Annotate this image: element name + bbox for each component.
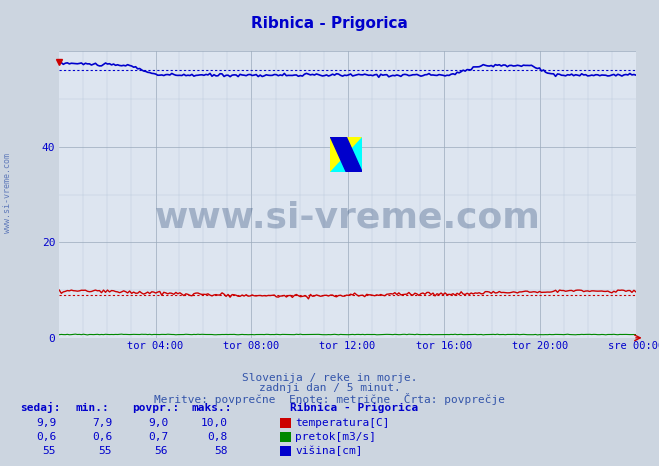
Text: 0,6: 0,6 (36, 432, 56, 442)
Text: www.si-vreme.com: www.si-vreme.com (3, 153, 13, 233)
Polygon shape (330, 137, 362, 171)
Polygon shape (330, 137, 362, 171)
Polygon shape (330, 137, 362, 171)
Text: 7,9: 7,9 (92, 418, 112, 428)
Text: 9,0: 9,0 (148, 418, 168, 428)
Text: pretok[m3/s]: pretok[m3/s] (295, 432, 376, 442)
Text: višina[cm]: višina[cm] (295, 446, 362, 456)
Text: sedaj:: sedaj: (20, 402, 60, 413)
Text: 56: 56 (155, 446, 168, 456)
Text: povpr.:: povpr.: (132, 403, 179, 413)
Text: Slovenija / reke in morje.: Slovenija / reke in morje. (242, 373, 417, 383)
Text: 0,8: 0,8 (207, 432, 227, 442)
Text: 0,7: 0,7 (148, 432, 168, 442)
Text: Meritve: povprečne  Enote: metrične  Črta: povprečje: Meritve: povprečne Enote: metrične Črta:… (154, 393, 505, 405)
Text: 0,6: 0,6 (92, 432, 112, 442)
Text: 9,9: 9,9 (36, 418, 56, 428)
Text: www.si-vreme.com: www.si-vreme.com (155, 200, 540, 234)
Text: 55: 55 (43, 446, 56, 456)
Text: 10,0: 10,0 (200, 418, 227, 428)
Text: Ribnica - Prigorica: Ribnica - Prigorica (290, 403, 418, 413)
Text: 55: 55 (99, 446, 112, 456)
Text: temperatura[C]: temperatura[C] (295, 418, 389, 428)
Text: maks.:: maks.: (191, 403, 231, 413)
Text: 58: 58 (214, 446, 227, 456)
Text: zadnji dan / 5 minut.: zadnji dan / 5 minut. (258, 383, 401, 393)
Text: min.:: min.: (76, 403, 109, 413)
Text: Ribnica - Prigorica: Ribnica - Prigorica (251, 16, 408, 31)
